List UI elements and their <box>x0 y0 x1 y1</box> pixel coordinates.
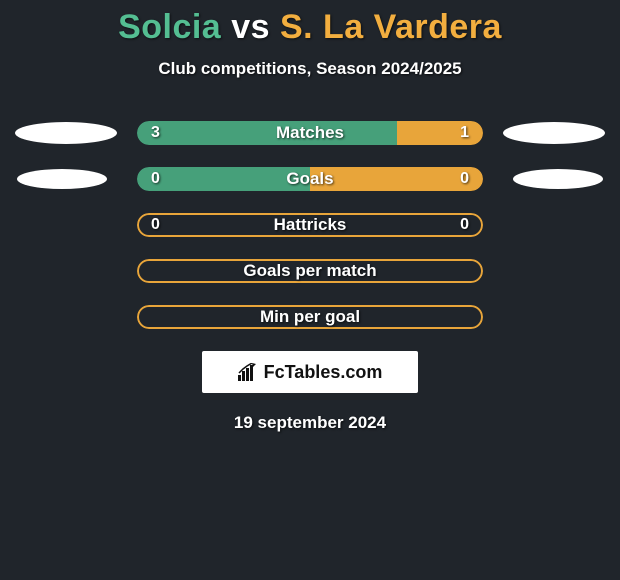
player-badge-right <box>503 122 605 144</box>
stat-value-right: 1 <box>460 121 469 145</box>
player-left-name: Solcia <box>118 8 221 46</box>
stat-row: Goals per match <box>0 259 620 283</box>
stat-row: Hattricks0 0 <box>0 213 620 237</box>
stat-label: Goals per match <box>137 259 483 283</box>
player-badge-left <box>15 122 117 144</box>
chart-icon <box>238 363 260 381</box>
date-text: 19 september 2024 <box>0 413 620 433</box>
vs-text: vs <box>231 8 270 46</box>
stat-bar: Matches3 1 <box>137 121 483 145</box>
bars-container: Matches31Goals00Hattricks00Goals per mat… <box>0 121 620 329</box>
stat-bar: Hattricks0 0 <box>137 213 483 237</box>
stat-value-left: 0 <box>151 167 160 191</box>
logo-text: FcTables.com <box>264 362 383 383</box>
title-row: Solcia vs S. La Vardera <box>0 8 620 47</box>
stat-row: Min per goal <box>0 305 620 329</box>
stat-bar: Goals0 0 <box>137 167 483 191</box>
stat-bar: Min per goal <box>137 305 483 329</box>
title: Solcia vs S. La Vardera <box>118 8 502 46</box>
logo-box: FcTables.com <box>202 351 418 393</box>
stat-value-right: 0 <box>460 167 469 191</box>
stat-label: Goals <box>137 167 483 191</box>
stat-bar: Goals per match <box>137 259 483 283</box>
stat-row: Goals0 0 <box>0 167 620 191</box>
stat-value-right: 0 <box>460 213 469 237</box>
stat-label: Hattricks <box>137 213 483 237</box>
stat-label: Min per goal <box>137 305 483 329</box>
player-right-name: S. La Vardera <box>280 8 502 46</box>
stat-value-left: 3 <box>151 121 160 145</box>
stat-row: Matches3 1 <box>0 121 620 145</box>
subtitle: Club competitions, Season 2024/2025 <box>0 59 620 79</box>
logo: FcTables.com <box>238 362 383 383</box>
stats-infographic: Solcia vs S. La Vardera Club competition… <box>0 0 620 433</box>
player-badge-left <box>17 169 107 189</box>
stat-value-left: 0 <box>151 213 160 237</box>
player-badge-right <box>513 169 603 189</box>
stat-label: Matches <box>137 121 483 145</box>
